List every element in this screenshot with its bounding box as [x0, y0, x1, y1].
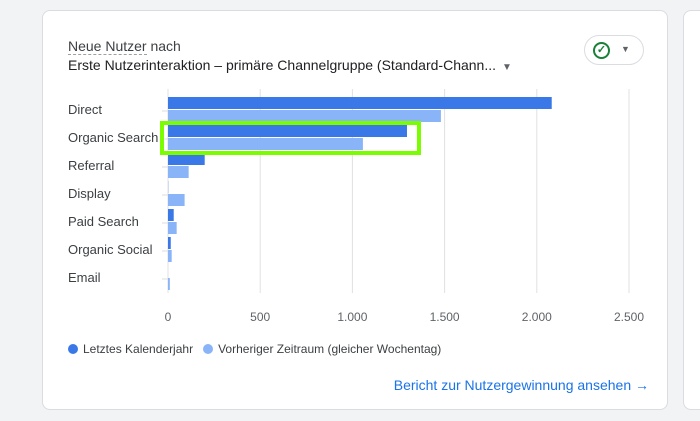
bar-previous — [168, 166, 189, 178]
arrow-right-icon: → — [635, 377, 649, 393]
highlight-box — [160, 121, 421, 155]
category-label: Organic Social — [68, 242, 153, 257]
bar-current — [168, 97, 552, 109]
x-tick-label: 2.500 — [614, 310, 644, 324]
bar-current — [168, 209, 174, 221]
bar-previous — [168, 250, 172, 262]
dimension-selector[interactable]: Erste Nutzerinteraktion – primäre Channe… — [68, 57, 512, 73]
x-tick-label: 1.500 — [430, 310, 460, 324]
legend-label: Vorheriger Zeitraum (gleicher Wochentag) — [218, 342, 442, 356]
link-label: Bericht zur Nutzergewinnung ansehen — [393, 377, 632, 393]
bar-previous — [168, 222, 177, 234]
category-label: Email — [68, 270, 101, 285]
x-tick-label: 2.000 — [522, 310, 552, 324]
caret-down-icon: ▼ — [502, 62, 512, 73]
caret-down-icon: ▼ — [621, 44, 630, 54]
new-users-card: Neue Nutzer nach Erste Nutzerinteraktion… — [42, 10, 668, 410]
category-label: Direct — [68, 102, 102, 117]
chart-legend: Letztes Kalenderjahr Vorheriger Zeitraum… — [68, 342, 441, 356]
bar-current — [168, 237, 171, 249]
bar-current — [168, 153, 205, 165]
title-connector: nach — [146, 38, 181, 54]
bar-previous — [168, 194, 185, 206]
x-tick-label: 1.000 — [337, 310, 367, 324]
category-label: Organic Search — [68, 130, 158, 145]
metric-label[interactable]: Neue Nutzer — [68, 38, 147, 55]
bar-chart: 0 500 1.000 1.500 2.000 2.500 Direct Organic Se… — [68, 89, 644, 324]
adjacent-card — [683, 10, 700, 410]
card-title: Neue Nutzer nach — [68, 38, 181, 55]
legend-dot — [203, 344, 214, 354]
dimension-label: Erste Nutzerinteraktion – primäre Channe… — [68, 57, 497, 73]
bar-current — [168, 125, 407, 137]
check-circle-icon: ✓ — [593, 42, 610, 59]
x-tick-label: 500 — [250, 310, 270, 324]
comparison-button[interactable]: ✓ ▼ — [584, 35, 644, 65]
legend-dot — [68, 344, 78, 354]
legend-item-current[interactable]: Letztes Kalenderjahr — [68, 342, 193, 356]
category-label: Display — [68, 186, 111, 201]
category-label: Referral — [68, 158, 114, 173]
bar-previous — [168, 138, 363, 150]
legend-item-previous[interactable]: Vorheriger Zeitraum (gleicher Wochentag) — [203, 342, 441, 356]
x-tick-label: 0 — [165, 310, 172, 324]
bar-previous — [168, 110, 441, 122]
category-label: Paid Search — [68, 214, 139, 229]
user-acquisition-report-link[interactable]: Bericht zur Nutzergewinnung ansehen → — [394, 377, 649, 393]
legend-label: Letztes Kalenderjahr — [83, 342, 194, 356]
bar-previous — [168, 278, 170, 290]
